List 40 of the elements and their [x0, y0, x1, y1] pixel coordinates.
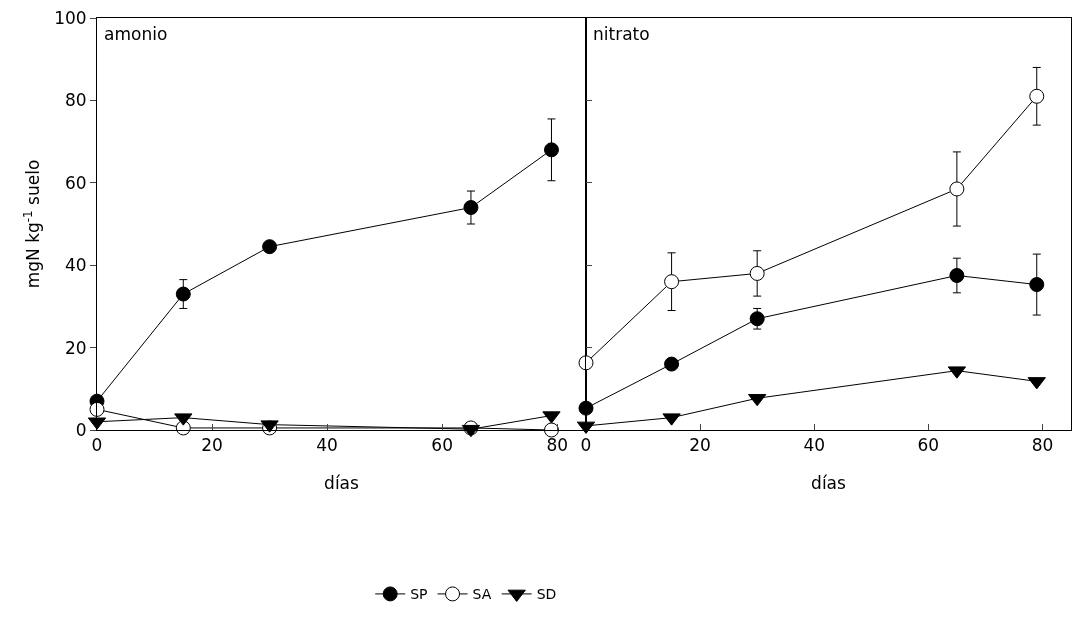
legend-label: SD	[536, 586, 557, 603]
y-tick-label: 0	[75, 419, 87, 440]
x-axis-title: días	[811, 472, 847, 493]
point	[578, 400, 594, 416]
y-tick-label: 100	[54, 7, 87, 28]
y-tick-label: 40	[64, 255, 87, 276]
legend-label: SA	[472, 586, 492, 603]
x-axis-title: días	[324, 472, 360, 493]
x-tick-label: 60	[431, 435, 453, 456]
x-tick-label: 40	[316, 435, 338, 456]
legend-label: SP	[410, 586, 428, 603]
y-tick-label: 20	[64, 337, 87, 358]
y-tick-label: 80	[64, 90, 87, 111]
point	[463, 200, 479, 216]
annotation: amonio	[104, 24, 168, 44]
point	[578, 355, 594, 371]
point	[543, 422, 559, 438]
x-tick-label: 0	[91, 435, 103, 456]
point	[749, 265, 765, 281]
x-tick-label: 40	[803, 435, 826, 456]
point	[461, 424, 481, 438]
y-tick-label: 60	[64, 172, 87, 193]
x-tick-label: 0	[580, 435, 592, 456]
point	[543, 142, 559, 158]
point	[262, 239, 278, 255]
point	[949, 181, 965, 197]
x-tick-label: 20	[689, 435, 711, 456]
x-tick-label: 60	[917, 435, 940, 456]
x-tick-label: 80	[1031, 435, 1054, 456]
x-tick-label: 20	[201, 435, 223, 456]
annotation: nitrato	[593, 24, 650, 44]
point	[175, 286, 191, 302]
point	[949, 268, 965, 283]
point	[1029, 277, 1045, 293]
point	[664, 274, 680, 290]
point	[664, 356, 680, 372]
point	[89, 401, 105, 417]
x-tick-label: 80	[546, 435, 569, 456]
point	[1029, 88, 1045, 104]
point	[749, 311, 765, 327]
